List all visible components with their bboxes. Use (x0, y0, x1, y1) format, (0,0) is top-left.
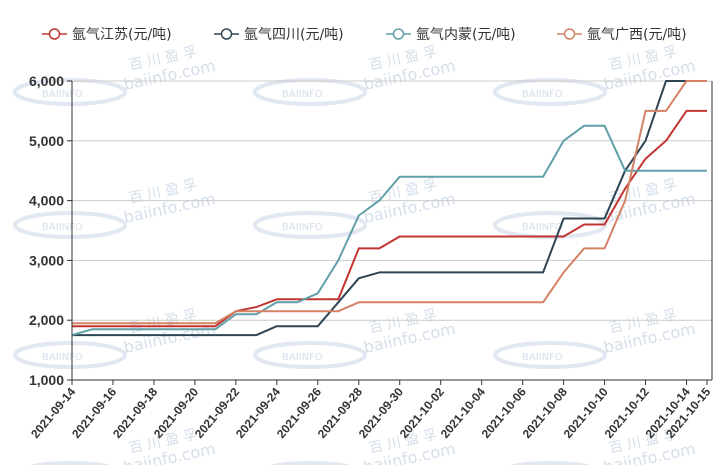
legend-label: 氩气广西(元/吨) (587, 27, 687, 43)
legend-item-0[interactable]: 氩气江苏(元/吨) (42, 27, 172, 43)
svg-text:BAIINFO: BAIINFO (522, 89, 563, 100)
series-line-1[interactable] (72, 80, 707, 337)
legend-marker-icon (220, 28, 233, 40)
legend-item-1[interactable]: 氩气四川(元/吨) (214, 27, 344, 43)
svg-text:BAIINFO: BAIINFO (42, 89, 83, 100)
legend-item-2[interactable]: 氩气内蒙(元/吨) (386, 27, 516, 43)
series-line-0[interactable] (72, 109, 707, 328)
svg-text:BAIINFO: BAIINFO (282, 352, 323, 363)
series-line-2[interactable] (71, 124, 707, 337)
svg-text:BAIINFO: BAIINFO (522, 222, 563, 233)
y-tick-label: 4,000 (29, 193, 64, 209)
legend-item-3[interactable]: 氩气广西(元/吨) (557, 27, 687, 43)
series-lines (71, 80, 707, 337)
svg-text:BAIINFO: BAIINFO (282, 222, 323, 233)
svg-text:BAIINFO: BAIINFO (522, 352, 563, 363)
series-line-3[interactable] (72, 80, 707, 325)
y-tick-label: 3,000 (29, 252, 64, 268)
legend[interactable]: 氩气江苏(元/吨) 氩气四川(元/吨) 氩气内蒙(元/吨) 氩气广西(元/吨) (42, 27, 687, 43)
axes (71, 81, 713, 381)
y-tick-label: 1,000 (29, 372, 64, 388)
y-axis-labels: 1,000 2,000 3,000 4,000 5,000 6,000 (29, 73, 72, 388)
x-axis-labels: 2021-09-142021-09-162021-09-182021-09-20… (28, 380, 714, 441)
legend-marker-icon (392, 28, 405, 40)
svg-text:BAIINFO: BAIINFO (42, 222, 83, 233)
legend-label: 氩气江苏(元/吨) (72, 27, 172, 43)
legend-label: 氩气内蒙(元/吨) (416, 27, 516, 43)
y-tick-label: 5,000 (29, 133, 64, 149)
legend-label: 氩气四川(元/吨) (244, 27, 344, 43)
y-tick-label: 6,000 (29, 73, 64, 89)
y-tick-label: 2,000 (29, 312, 64, 328)
svg-text:BAIINFO: BAIINFO (282, 89, 323, 100)
legend-marker-icon (48, 28, 61, 40)
legend-marker-icon (563, 28, 576, 40)
gridlines (72, 80, 712, 321)
svg-text:BAIINFO: BAIINFO (42, 352, 83, 363)
